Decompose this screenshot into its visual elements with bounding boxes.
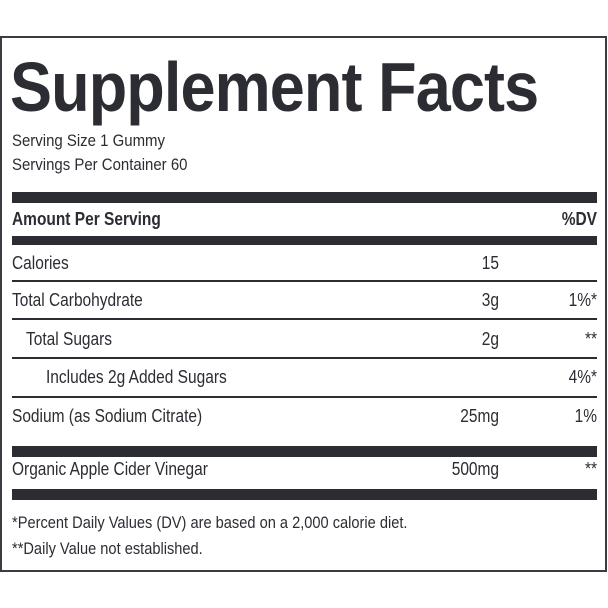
panel-title: Supplement Facts: [10, 48, 539, 126]
row-divider: [12, 357, 597, 359]
row-divider: [12, 280, 597, 282]
nutrient-dv: **: [584, 459, 597, 479]
nutrient-row-calories: Calories 15: [12, 251, 597, 275]
nutrient-name: Calories: [12, 253, 69, 273]
nutrient-dv: 4%*: [568, 367, 597, 387]
nutrient-amount: 500mg: [451, 459, 499, 479]
amount-per-serving-label: Amount Per Serving: [12, 209, 161, 229]
nutrient-row-added-sugars: Includes 2g Added Sugars 4%*: [12, 365, 597, 389]
nutrient-row-sodium: Sodium (as Sodium Citrate) 25mg 1%: [12, 404, 597, 428]
nutrient-name: Organic Apple Cider Vinegar: [12, 459, 208, 479]
nutrient-dv: 1%: [574, 406, 597, 426]
servings-per-container: Servings Per Container 60: [12, 155, 188, 174]
header-row: Amount Per Serving %DV: [12, 207, 597, 231]
serving-size: Serving Size 1 Gummy: [12, 131, 165, 150]
row-divider: [12, 318, 597, 320]
nutrient-row-apple-cider-vinegar: Organic Apple Cider Vinegar 500mg **: [12, 457, 597, 481]
thick-divider: [12, 192, 597, 203]
dv-header-label: %DV: [561, 209, 597, 229]
footnote-not-established: **Daily Value not established.: [12, 539, 203, 558]
nutrient-amount: 15: [481, 253, 499, 273]
nutrient-row-total-sugars: Total Sugars 2g **: [12, 327, 597, 351]
thick-divider: [12, 236, 597, 245]
nutrient-name: Total Sugars: [26, 329, 113, 349]
nutrient-dv: 1%*: [568, 290, 597, 310]
nutrient-dv: **: [584, 329, 597, 349]
thick-divider: [12, 446, 597, 457]
nutrient-amount: 3g: [481, 290, 499, 310]
supplement-facts-panel: [0, 36, 607, 572]
nutrient-name: Total Carbohydrate: [12, 290, 143, 310]
nutrient-row-total-carbohydrate: Total Carbohydrate 3g 1%*: [12, 288, 597, 312]
thick-divider: [12, 489, 597, 500]
nutrient-amount: 2g: [481, 329, 499, 349]
row-divider: [12, 396, 597, 398]
nutrient-name: Includes 2g Added Sugars: [46, 367, 227, 387]
nutrient-amount: 25mg: [460, 406, 499, 426]
footnote-dv: *Percent Daily Values (DV) are based on …: [12, 513, 408, 532]
nutrient-name: Sodium (as Sodium Citrate): [12, 406, 203, 426]
